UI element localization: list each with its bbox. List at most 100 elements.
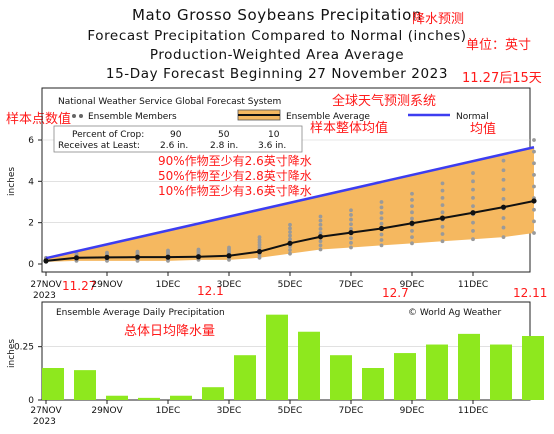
ensemble-member-point [440, 181, 445, 186]
ensemble-member-point [532, 172, 536, 177]
ensemble-average-point [378, 225, 385, 232]
ensemble-member-point [379, 221, 384, 226]
ensemble-member-point [135, 249, 140, 254]
bottom-xtick-label: 9DEC [400, 406, 425, 416]
members-legend-label: Ensemble Members [88, 112, 177, 122]
ensemble-average-point [317, 234, 324, 240]
avg-legend-label: Ensemble Average [286, 112, 370, 122]
ensemble-member-point [349, 217, 353, 222]
ensemble-member-point [440, 224, 445, 229]
ensemble-member-point [501, 225, 506, 230]
crop-table-pct-90: 90 [170, 130, 182, 140]
ensemble-member-point [379, 205, 384, 210]
ensemble-member-point [105, 250, 109, 255]
normal-legend-label: Normal [456, 112, 489, 122]
annotation-samples-cn: 样本点数值 [6, 112, 72, 127]
annotation-range-cn: 11.27后15天 [462, 71, 542, 86]
ensemble-average-point [409, 220, 415, 226]
bottom-xtick-label: 29NOV [91, 406, 123, 416]
ensemble-average-point [500, 204, 507, 210]
crop-table-row1-label: Percent of Crop: [72, 130, 144, 140]
ensemble-member-point [318, 239, 323, 244]
ensemble-member-point [532, 149, 536, 154]
ensemble-member-point [288, 226, 292, 231]
ensemble-member-point [410, 241, 414, 246]
bottom-x-year: 2023 [33, 417, 56, 427]
ensemble-member-point [379, 232, 384, 237]
bottom-ytick-label: 0 [28, 396, 34, 406]
ensemble-member-point [410, 210, 414, 215]
daily-precip-bar [394, 353, 416, 400]
annotation-pct90-cn: 90%作物至少有2.6英寸降水 [158, 154, 312, 168]
ensemble-member-point [532, 184, 536, 189]
top-x-year: 2023 [33, 291, 56, 301]
ensemble-member-point [288, 233, 292, 238]
ensemble-member-point [440, 239, 445, 244]
crop-table-amt-10: 3.6 in. [258, 141, 286, 151]
ensemble-member-point [318, 214, 323, 219]
normal-line [45, 146, 535, 260]
ensemble-member-point [349, 222, 353, 227]
ensemble-member-point [532, 207, 536, 212]
crop-table-row2-label: Receives at Least: [58, 141, 140, 151]
ensemble-member-point [501, 235, 506, 240]
ensemble-average-point [256, 249, 263, 255]
ensemble-member-point [288, 237, 292, 242]
daily-precip-bar [170, 395, 192, 400]
ensemble-member-point [379, 210, 384, 215]
ensemble-member-point [227, 245, 231, 250]
chart-subtitle-2: Production-Weighted Area Average [149, 47, 405, 63]
top-ytick-label: 2 [28, 219, 34, 229]
ensemble-member-point [440, 210, 445, 215]
ensemble-member-point [288, 230, 292, 234]
ensemble-member-point [318, 222, 323, 227]
ensemble-member-point [440, 188, 445, 193]
annotation-gfs-cn: 全球天气预测系统 [332, 94, 437, 109]
daily-precip-bar [490, 344, 512, 400]
annotation-date-127: 12.7 [382, 286, 409, 300]
annotation-date-121: 12.1 [197, 284, 224, 298]
crop-table-pct-50: 50 [218, 130, 230, 140]
ensemble-average-point [226, 253, 232, 259]
ensemble-average-point [43, 258, 49, 264]
bottom-chart-credit: © World Ag Weather [408, 308, 501, 318]
bottom-xtick-label: 27NOV [30, 406, 62, 416]
ensemble-average-point [470, 210, 476, 216]
bottom-xtick-label: 11DEC [458, 406, 488, 416]
ensemble-member-point [379, 216, 384, 221]
ensemble-average-point [195, 254, 202, 260]
chart-title: Mato Grosso Soybeans Precipitation [132, 6, 422, 24]
daily-precip-bar [74, 370, 96, 400]
ensemble-member-point [501, 216, 506, 220]
ensemble-member-point [288, 248, 292, 252]
chart-subtitle-1: Forecast Precipitation Compared to Norma… [87, 28, 467, 44]
chart-subtitle-3: 15-Day Forecast Beginning 27 November 20… [105, 66, 449, 82]
ensemble-member-point [410, 204, 414, 209]
ensemble-member-point [532, 161, 536, 166]
ensemble-member-point [410, 198, 414, 202]
ensemble-member-point [288, 251, 292, 256]
top-ytick-label: 4 [28, 177, 34, 187]
ensemble-member-point [440, 232, 445, 236]
ensemble-member-point [532, 219, 536, 224]
top-ytick-label: 6 [28, 136, 34, 146]
ensemble-member-point [318, 247, 323, 252]
ensemble-member-point [349, 213, 353, 217]
ensemble-member-point [318, 243, 323, 248]
top-xtick-label: 5DEC [278, 280, 303, 290]
annotation-pct10-cn: 10%作物至少有3.6英寸降水 [158, 184, 312, 198]
ensemble-member-point [257, 235, 262, 240]
ensemble-average-point [531, 198, 537, 204]
daily-precip-bar [522, 336, 544, 400]
ensemble-member-point [318, 218, 323, 223]
members-legend-dot-2 [79, 114, 83, 118]
daily-precip-bar [106, 395, 128, 400]
bottom-chart-title: Ensemble Average Daily Precipitation [56, 308, 225, 318]
daily-precip-bar [298, 331, 320, 400]
top-xtick-label: 29NOV [91, 280, 123, 290]
ensemble-member-point [532, 138, 536, 142]
bottom-ylabel: inches [7, 339, 17, 368]
daily-precip-bar [138, 397, 160, 400]
ensemble-member-point [501, 197, 506, 201]
